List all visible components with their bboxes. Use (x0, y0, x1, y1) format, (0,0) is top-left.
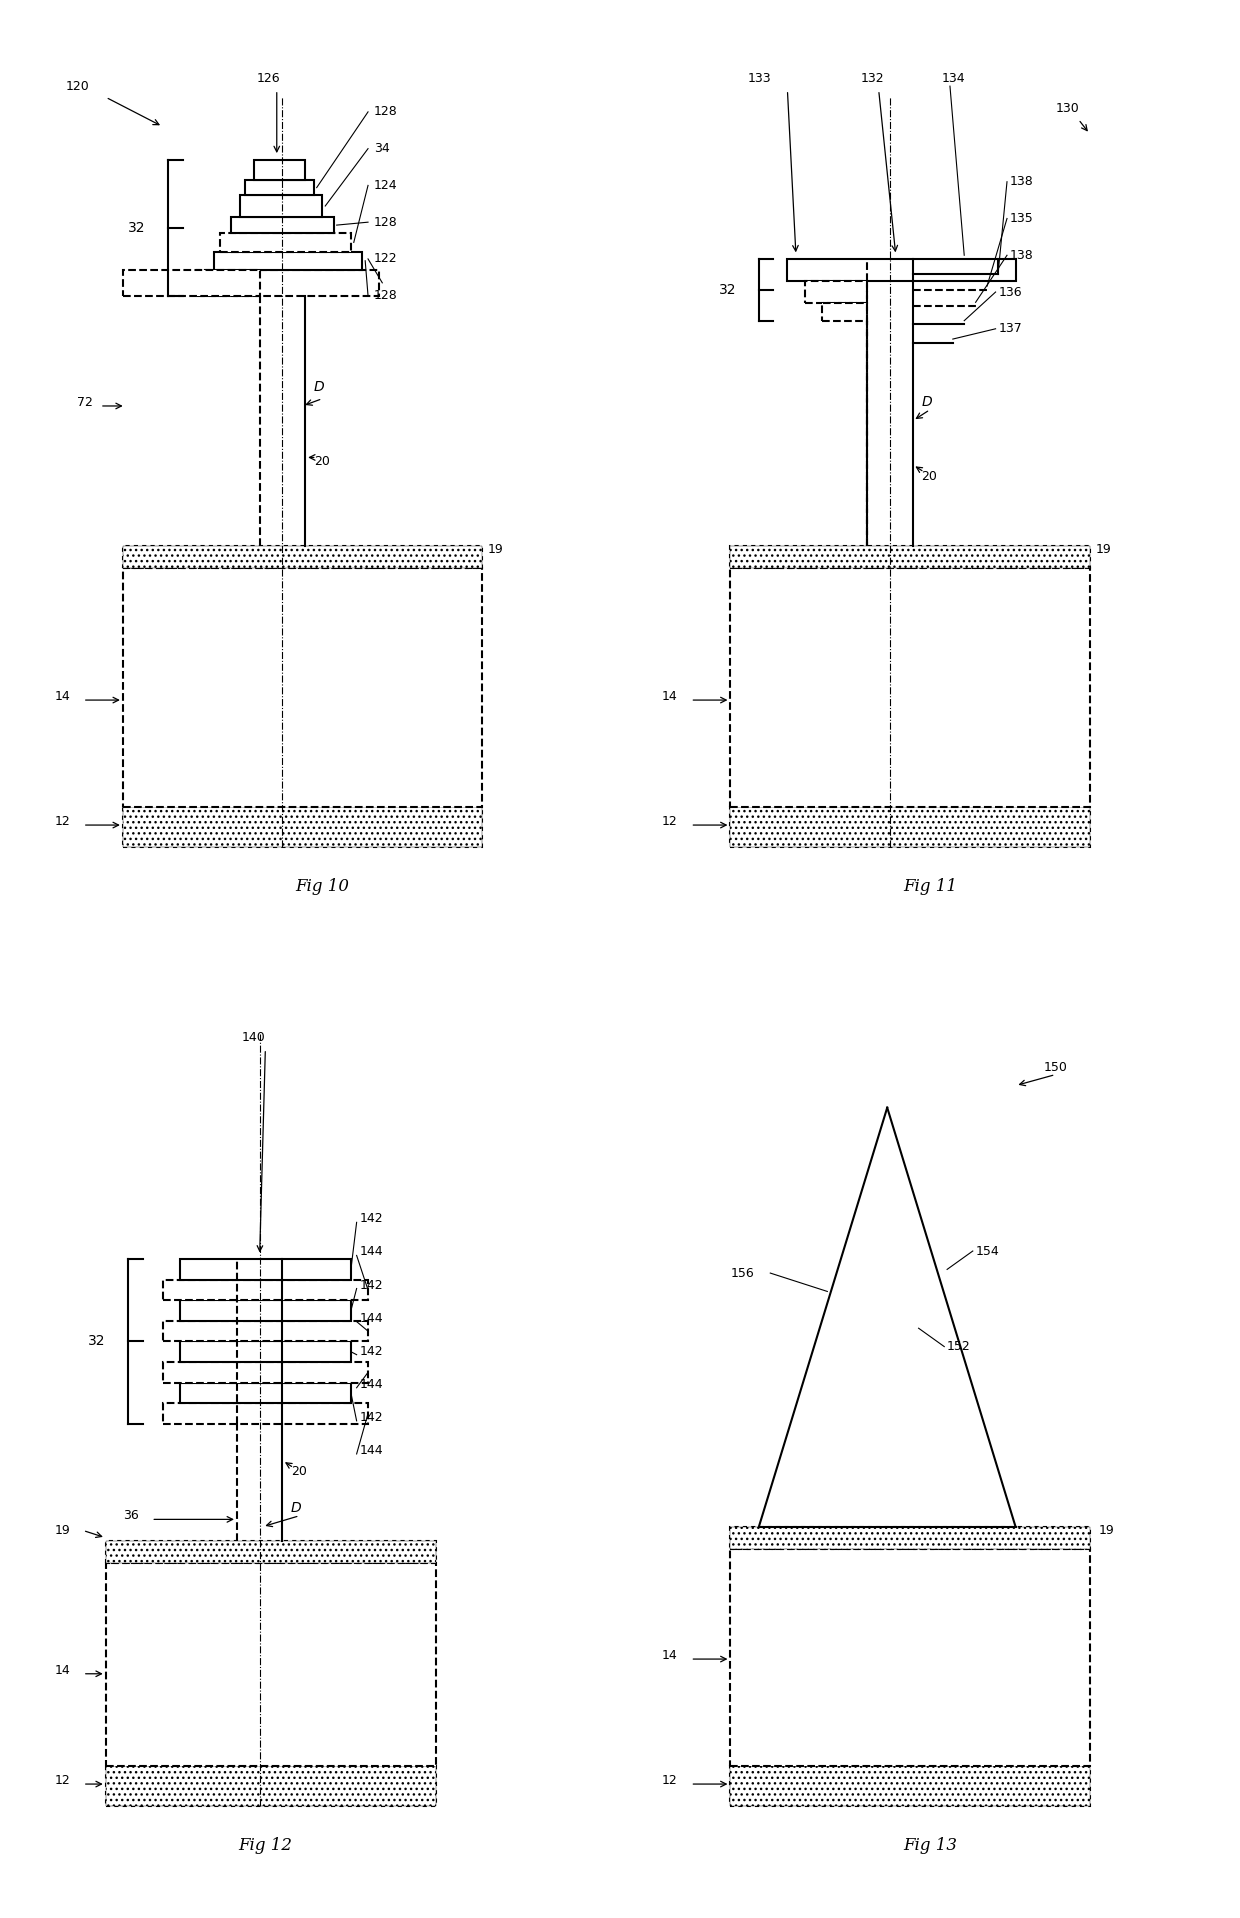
Text: 144: 144 (360, 1312, 383, 1325)
Text: 142: 142 (360, 1412, 383, 1423)
Bar (123, 568, 482, 807)
Text: 19: 19 (487, 543, 503, 556)
Bar (730, 1527, 1090, 1550)
Bar (219, 234, 351, 251)
Text: 136: 136 (998, 286, 1022, 299)
Text: 137: 137 (998, 322, 1022, 336)
Text: 14: 14 (55, 690, 71, 704)
Bar (239, 196, 322, 217)
Text: 135: 135 (1009, 213, 1034, 224)
Text: 12: 12 (662, 815, 678, 829)
Text: D: D (314, 380, 325, 395)
Text: 128: 128 (373, 290, 398, 303)
Text: 128: 128 (373, 215, 398, 228)
Text: 20: 20 (921, 470, 937, 483)
Bar (805, 282, 867, 303)
Bar (787, 259, 1016, 282)
Bar (730, 568, 1090, 807)
Bar (180, 1258, 351, 1279)
Text: 122: 122 (373, 253, 397, 265)
Bar (123, 807, 482, 848)
Text: 72: 72 (77, 395, 93, 409)
Bar (254, 159, 305, 180)
Bar (162, 1279, 368, 1300)
Bar (246, 180, 314, 196)
Bar (231, 217, 334, 234)
Bar (162, 1362, 368, 1383)
Text: 142: 142 (360, 1279, 383, 1291)
Text: 130: 130 (1055, 102, 1079, 115)
Text: Fig 11: Fig 11 (903, 878, 957, 896)
Text: 138: 138 (1009, 175, 1034, 188)
Text: 14: 14 (662, 1649, 678, 1663)
Bar (105, 1542, 436, 1563)
Text: Fig 13: Fig 13 (903, 1837, 957, 1855)
Text: Fig 10: Fig 10 (295, 878, 350, 896)
Text: 144: 144 (360, 1245, 383, 1258)
Text: 19: 19 (55, 1525, 71, 1536)
Text: 150: 150 (1044, 1061, 1068, 1074)
Text: 12: 12 (55, 815, 71, 829)
Text: 142: 142 (360, 1212, 383, 1226)
Bar (123, 545, 482, 568)
Bar (180, 1300, 351, 1322)
Text: 32: 32 (718, 284, 737, 297)
Bar (730, 1550, 1090, 1766)
Bar (215, 251, 362, 270)
Text: 140: 140 (242, 1032, 265, 1045)
Text: 156: 156 (730, 1266, 754, 1279)
Bar (162, 1322, 368, 1341)
Text: 12: 12 (662, 1774, 678, 1788)
Bar (180, 1383, 351, 1404)
Bar (730, 545, 1090, 568)
Text: 34: 34 (373, 142, 389, 155)
Bar (105, 1766, 436, 1807)
Text: 144: 144 (360, 1377, 383, 1391)
Text: 19: 19 (1095, 543, 1111, 556)
Text: 20: 20 (314, 455, 330, 468)
Text: 32: 32 (128, 221, 145, 234)
Text: 142: 142 (360, 1345, 383, 1358)
Bar (105, 1563, 436, 1766)
Text: 128: 128 (373, 105, 398, 119)
Text: 154: 154 (976, 1245, 999, 1258)
Text: 124: 124 (373, 178, 397, 192)
Text: 32: 32 (88, 1335, 105, 1348)
Text: 20: 20 (291, 1465, 308, 1479)
Bar (822, 303, 867, 322)
Bar (180, 1341, 351, 1362)
Bar (197, 270, 379, 295)
Text: 144: 144 (360, 1444, 383, 1458)
Text: 132: 132 (861, 73, 885, 86)
Text: 14: 14 (55, 1663, 71, 1676)
Bar (123, 270, 259, 295)
Text: 138: 138 (1009, 249, 1034, 263)
Text: 14: 14 (662, 690, 678, 704)
Text: 152: 152 (947, 1341, 971, 1354)
Text: 134: 134 (941, 73, 965, 86)
Bar (162, 1404, 368, 1423)
Text: 19: 19 (1099, 1525, 1114, 1536)
Bar (730, 1766, 1090, 1807)
Text: 12: 12 (55, 1774, 71, 1788)
Text: D: D (291, 1502, 301, 1515)
Text: 133: 133 (748, 73, 771, 86)
Bar (730, 807, 1090, 848)
Text: 126: 126 (257, 73, 280, 86)
Text: 36: 36 (123, 1509, 139, 1523)
Text: 120: 120 (66, 81, 89, 92)
Text: D: D (921, 395, 932, 409)
Text: Fig 12: Fig 12 (238, 1837, 293, 1855)
